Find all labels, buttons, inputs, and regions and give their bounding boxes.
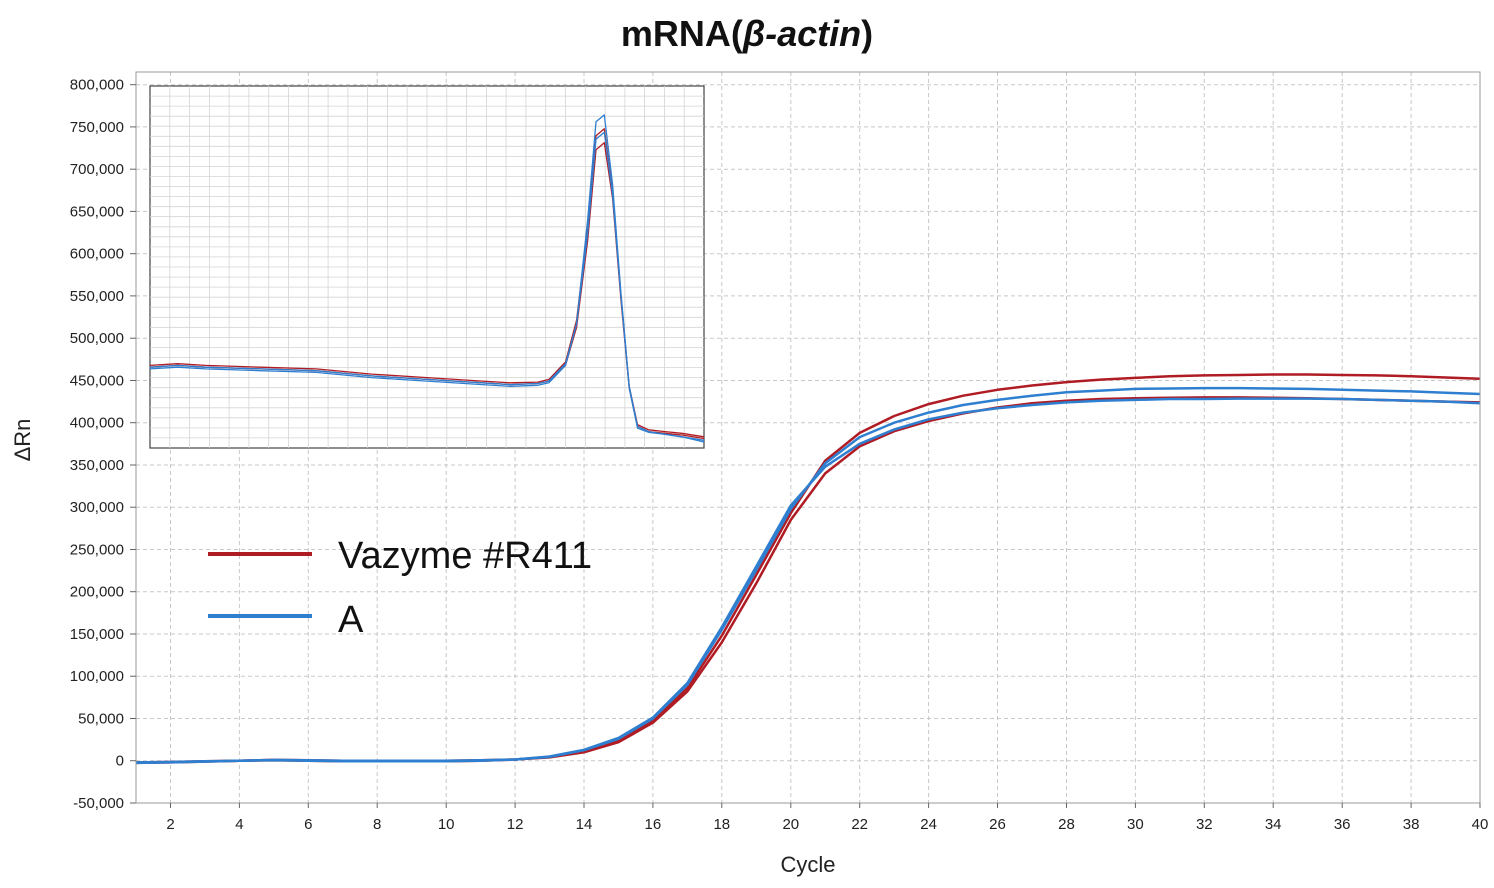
legend-label-a: A [338,599,364,641]
y-tick-label: 650,000 [70,203,124,220]
series-lines [135,373,1481,765]
x-tick-label: 40 [1472,816,1489,833]
x-tick-label: 32 [1196,816,1213,833]
y-tick-label: 600,000 [70,246,124,263]
y-tick-label: 200,000 [70,584,124,601]
x-tick-label: 8 [373,816,381,833]
y-tick-label: 350,000 [70,457,124,474]
y-axis-label: ΔRn [10,419,35,462]
x-tick-label: 34 [1265,816,1282,833]
title-suffix: ) [861,13,873,54]
y-tick-label: -50,000 [73,795,124,812]
y-tick-label: 300,000 [70,499,124,516]
inset-series-line-red [149,128,705,438]
x-tick-label: 38 [1403,816,1420,833]
y-tick-label: 550,000 [70,288,124,305]
title-italic-part: β-actin [742,13,861,54]
y-tick-label: 450,000 [70,373,124,390]
legend: Vazyme #R411 A [208,535,592,641]
y-tick-label: 100,000 [70,668,124,685]
legend-label-vazyme: Vazyme #R411 [338,535,592,577]
x-axis-ticks: 2 4 6 8 10 12 14 16 18 20 22 24 26 28 30 32 34 36 38 40 [166,803,1488,833]
inset-series-lines [149,114,705,443]
x-tick-label: 12 [507,816,524,833]
y-tick-label: 50,000 [78,711,124,728]
y-tick-label: 500,000 [70,330,124,347]
title-prefix: mRNA( [621,13,743,54]
x-tick-label: 22 [851,816,868,833]
y-tick-label: 150,000 [70,626,124,643]
inset-series-line-blue [149,131,705,441]
y-tick-label: 750,000 [70,119,124,136]
x-tick-label: 10 [438,816,455,833]
y-tick-label: 400,000 [70,415,124,432]
x-tick-label: 18 [713,816,730,833]
x-axis-label: Cycle [780,852,835,877]
chart-title: mRNA(β-actin) [621,13,873,54]
series-line-blue [135,397,1481,764]
x-tick-label: 6 [304,816,312,833]
y-tick-label: 250,000 [70,542,124,559]
series-line-red [135,396,1481,764]
y-tick-label: 800,000 [70,77,124,94]
x-tick-label: 24 [920,816,937,833]
melt-curve-inset [149,85,705,449]
y-tick-label: 700,000 [70,161,124,178]
series-line-blue [135,386,1481,765]
x-tick-label: 4 [235,816,243,833]
y-tick-label: 0 [116,753,124,770]
x-tick-label: 28 [1058,816,1075,833]
plot-area-frame [135,71,1481,804]
x-tick-label: 36 [1334,816,1351,833]
x-tick-label: 2 [166,816,174,833]
x-tick-label: 26 [989,816,1006,833]
x-tick-label: 20 [782,816,799,833]
x-tick-label: 30 [1127,816,1144,833]
y-axis-ticks: -50,000 0 50,000 100,000 150,000 200,000 250,0… [70,77,136,812]
inset-grid-lines [150,86,704,448]
x-tick-label: 16 [645,816,662,833]
x-tick-label: 14 [576,816,593,833]
